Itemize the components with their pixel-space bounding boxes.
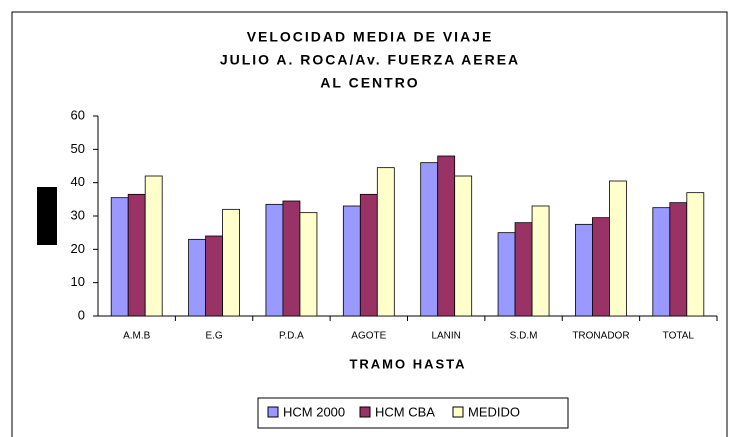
bar [497, 232, 516, 317]
bar [575, 223, 593, 317]
y-tick-label: 60 [71, 107, 85, 122]
bar [188, 238, 206, 317]
y-tick-label: 10 [71, 274, 85, 289]
legend-swatch [267, 406, 279, 418]
chart-title: VELOCIDAD MEDIA DE VIAJE [247, 29, 494, 45]
y-tick-label: 30 [71, 207, 85, 222]
x-tick-label: A.M.B [123, 331, 151, 342]
chart-title: AL CENTRO [320, 75, 419, 91]
bar [144, 175, 163, 317]
bar [592, 217, 610, 317]
x-tick-label: TOTAL [663, 331, 695, 342]
legend-label: HCM 2000 [283, 404, 345, 419]
bar [359, 193, 378, 317]
bar [686, 192, 705, 317]
bar [437, 155, 456, 317]
x-tick-label: TRONADOR [572, 331, 629, 342]
bar [609, 180, 627, 317]
bar [514, 222, 533, 317]
x-tick-label: P.D.A [279, 331, 304, 342]
bar [652, 207, 671, 317]
bar [531, 205, 550, 317]
chart-frame [11, 11, 728, 437]
y-tick-label: 0 [78, 307, 85, 322]
x-axis-label: TRAMO HASTA [349, 356, 466, 371]
bar [299, 212, 318, 317]
bar [342, 205, 361, 317]
bar [454, 175, 473, 317]
x-tick-label: S.D.M [510, 331, 538, 342]
legend-label: HCM CBA [375, 404, 435, 419]
bar [282, 200, 301, 317]
bar [205, 235, 223, 317]
legend-label: MEDIDO [468, 404, 520, 419]
y-tick-label: 50 [71, 141, 85, 156]
legend [257, 397, 569, 429]
y-tick-label: 40 [71, 174, 85, 189]
legend-swatch [359, 406, 371, 418]
bar [669, 202, 688, 317]
bar [222, 208, 240, 317]
x-tick-label: AGOTE [351, 331, 386, 342]
redaction [37, 187, 57, 245]
bar [376, 167, 395, 317]
chart-title: JULIO A. ROCA/Av. FUERZA AEREA [220, 52, 520, 68]
bar [420, 162, 439, 317]
y-tick-label: 20 [71, 241, 85, 256]
x-tick-label: E.G [205, 331, 222, 342]
legend-swatch [452, 406, 464, 418]
x-tick-label: LANIN [431, 331, 460, 342]
bar [127, 193, 146, 317]
bar [265, 203, 284, 317]
bar [110, 197, 129, 317]
